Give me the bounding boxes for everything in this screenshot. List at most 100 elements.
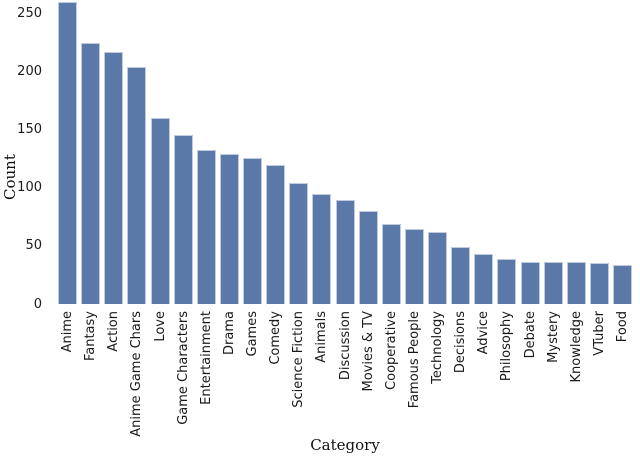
bar-cell <box>403 0 426 304</box>
x-tick-cell: Knowledge <box>565 304 588 432</box>
bar-food <box>613 264 633 304</box>
x-axis-tick-label: Technology <box>430 311 446 384</box>
x-tick-cell: Philosophy <box>495 304 518 432</box>
x-tick-cell: Action <box>102 304 125 432</box>
x-axis-tick-label: VTuber <box>591 311 607 356</box>
bar-cell <box>310 0 333 304</box>
x-axis-tick-label: Love <box>152 311 168 342</box>
x-axis-tick-label: Famous People <box>406 311 422 409</box>
x-tick-cell: Movies & TV <box>357 304 380 432</box>
bar-debate <box>520 262 540 304</box>
x-axis-tick-label: Games <box>245 311 261 357</box>
bar-cell <box>264 0 287 304</box>
x-axis-tick-label: Anime Game Chars <box>129 311 145 437</box>
x-axis-tick-label: Entertainment <box>198 311 214 405</box>
bar-cell <box>542 0 565 304</box>
bar-action <box>104 52 124 304</box>
bar-science-fiction <box>289 183 309 304</box>
x-axis-tick-labels: Anime Fantasy Action Anime Game Chars Love Ga… <box>56 304 634 437</box>
bar-cell <box>495 0 518 304</box>
bar-cell <box>611 0 634 304</box>
x-axis-tick-label: Decisions <box>453 311 469 374</box>
bar-advice <box>474 254 494 304</box>
bar-cell <box>588 0 611 304</box>
x-axis-tick-label: Movies & TV <box>360 311 376 392</box>
x-axis-tick-label: Action <box>106 311 122 352</box>
bar-cell <box>218 0 241 304</box>
bar-drama <box>219 154 239 304</box>
x-tick-cell: Anime Game Chars <box>125 304 148 437</box>
bar-technology <box>428 232 448 304</box>
x-axis-tick-label: Mystery <box>545 311 561 363</box>
x-axis-title: Category <box>310 436 380 454</box>
x-axis-tick-label: Cooperative <box>383 311 399 390</box>
bar-philosophy <box>497 258 517 304</box>
x-tick-cell: Discussion <box>334 304 357 432</box>
y-axis-tick-label: 250 <box>17 6 42 22</box>
y-axis-tick-label: 50 <box>25 238 42 254</box>
x-axis-tick-label: Game Characters <box>175 311 191 425</box>
bar-cell <box>565 0 588 304</box>
bar-cell <box>519 0 542 304</box>
bar-cooperative <box>381 223 401 304</box>
bar-cell <box>380 0 403 304</box>
bar-entertainment <box>196 149 216 304</box>
x-tick-cell: Games <box>241 304 264 432</box>
x-axis-tick-label: Philosophy <box>499 311 515 382</box>
x-tick-cell: Animals <box>310 304 333 432</box>
bar-fantasy <box>81 42 101 304</box>
x-tick-cell: Anime <box>56 304 79 432</box>
x-tick-cell: Science Fiction <box>287 304 310 432</box>
x-axis-tick-label: Anime <box>60 311 76 353</box>
x-tick-cell: Mystery <box>542 304 565 432</box>
y-axis-tick-label: 0 <box>33 296 42 312</box>
x-tick-cell: Decisions <box>449 304 472 432</box>
bar-cell <box>195 0 218 304</box>
bar-movies-tv <box>358 211 378 304</box>
x-tick-cell: Advice <box>472 304 495 432</box>
bar-animals <box>312 193 332 304</box>
bar-comedy <box>266 164 286 304</box>
x-axis-tick-label: Food <box>615 311 631 343</box>
bar-cell <box>125 0 148 304</box>
bar-famous-people <box>404 228 424 304</box>
x-axis-tick-label: Science Fiction <box>291 311 307 408</box>
x-tick-cell: Cooperative <box>380 304 403 432</box>
x-tick-cell: Love <box>149 304 172 432</box>
bar-cell <box>172 0 195 304</box>
bar-cell <box>79 0 102 304</box>
bar-anime-game-chars <box>127 67 147 304</box>
x-tick-cell: Debate <box>519 304 542 432</box>
bar-cell <box>287 0 310 304</box>
bar-cell <box>426 0 449 304</box>
x-tick-cell: Technology <box>426 304 449 432</box>
bar-cell <box>472 0 495 304</box>
x-tick-cell: Entertainment <box>195 304 218 432</box>
x-axis-tick-label: Knowledge <box>568 311 584 383</box>
bar-cell <box>334 0 357 304</box>
x-axis-tick-label: Debate <box>522 311 538 359</box>
y-axis-tick-label: 100 <box>17 180 42 196</box>
bar-knowledge <box>566 262 586 304</box>
bar-discussion <box>335 199 355 304</box>
bar-vtuber <box>589 263 609 304</box>
bar-anime <box>58 2 78 304</box>
y-axis-tick-label: 150 <box>17 122 42 138</box>
bar-mystery <box>543 262 563 304</box>
x-axis-tick-label: Comedy <box>268 311 284 365</box>
bar-game-characters <box>173 134 193 304</box>
x-tick-cell: VTuber <box>588 304 611 432</box>
x-tick-cell: Comedy <box>264 304 287 432</box>
bar-cell <box>56 0 79 304</box>
plot-area <box>56 0 634 304</box>
bar-games <box>243 157 263 304</box>
x-tick-cell: Famous People <box>403 304 426 432</box>
bar-decisions <box>451 247 471 304</box>
x-tick-cell: Food <box>611 304 634 432</box>
x-tick-cell: Fantasy <box>79 304 102 432</box>
x-tick-cell: Game Characters <box>172 304 195 432</box>
bar-cell <box>241 0 264 304</box>
x-tick-cell: Drama <box>218 304 241 432</box>
bar-cell <box>357 0 380 304</box>
